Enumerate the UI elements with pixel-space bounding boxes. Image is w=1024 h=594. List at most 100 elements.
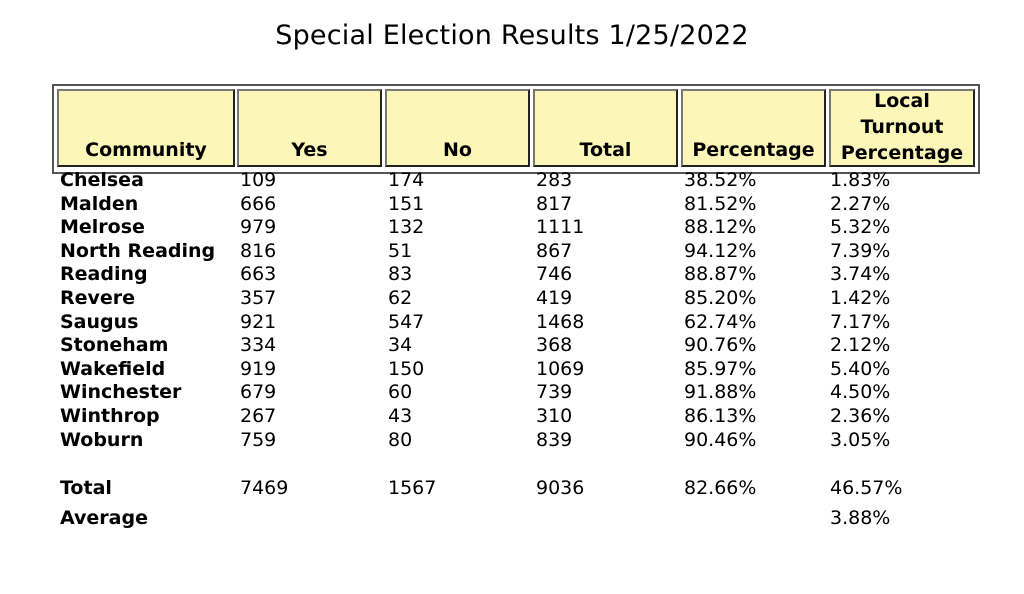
cell-total: 310 [536,405,573,427]
cell-yes: 109 [240,169,277,191]
page-title: Special Election Results 1/25/2022 [275,20,749,51]
cell-total: 867 [536,239,573,262]
totals-label: Total [60,477,112,499]
table-row: Wakefield 919 150 1069 85.97% 5.40% [52,357,980,381]
cell-total: 746 [536,263,573,286]
cell-total: 419 [536,287,573,309]
header-row: Community Yes No Total Percentage Local … [52,84,980,174]
cell-no: 132 [388,216,425,239]
cell-community: Malden [60,192,139,215]
cell-no: 34 [388,334,413,357]
cell-percentage: 90.46% [684,428,757,451]
cell-no: 151 [388,192,425,215]
cell-yes: 919 [240,357,277,380]
cell-community: North Reading [60,239,216,262]
average-turnout: 3.88% [830,507,891,529]
cell-community: Stoneham [60,334,169,357]
totals-no: 1567 [388,477,437,499]
table-row: Saugus 921 547 1468 62.74% 7.17% [52,310,980,334]
cell-percentage: 86.13% [684,405,757,427]
header-turnout-line1: Local [874,90,930,112]
cell-percentage: 94.12% [684,239,757,262]
cell-no: 83 [388,263,413,286]
cell-turnout: 2.36% [830,405,891,427]
cell-turnout: 3.74% [830,263,891,286]
table-row: Reading 663 83 746 88.87% 3.74% [52,262,980,286]
cell-turnout: 3.05% [830,428,891,451]
table-row: Winthrop 267 43 310 86.13% 2.36% [52,404,980,428]
cell-percentage: 88.12% [684,216,757,239]
header-community: Community [57,89,235,167]
header-yes: Yes [237,89,382,167]
header-percentage: Percentage [681,89,826,167]
cell-percentage: 62.74% [684,310,757,333]
totals-percentage: 82.66% [684,477,757,499]
cell-percentage: 85.97% [684,357,757,380]
table-row: Chelsea 109 174 283 38.52% 1.83% [52,168,980,192]
cell-community: Wakefield [60,357,166,380]
table-row: North Reading 816 51 867 94.12% 7.39% [52,239,980,263]
cell-total: 817 [536,192,573,215]
cell-no: 80 [388,428,413,451]
cell-percentage: 91.88% [684,381,757,404]
cell-yes: 921 [240,310,277,333]
table-row: Winchester 679 60 739 91.88% 4.50% [52,380,980,404]
cell-percentage: 81.52% [684,192,757,215]
cell-turnout: 5.40% [830,357,891,380]
totals-yes: 7469 [240,477,289,499]
cell-yes: 679 [240,381,277,404]
table-row: Woburn 759 80 839 90.46% 3.05% [52,428,980,452]
cell-no: 62 [388,287,413,309]
cell-total: 368 [536,334,573,357]
table-row: Revere 357 62 419 85.20% 1.42% [52,286,980,310]
cell-community: Winthrop [60,405,160,427]
cell-yes: 663 [240,263,277,286]
cell-percentage: 38.52% [684,169,757,191]
header-total: Total [533,89,678,167]
cell-turnout: 1.83% [830,169,891,191]
cell-yes: 357 [240,287,277,309]
cell-community: Reading [60,263,148,286]
header-turnout-line2: Turnout [860,116,944,138]
cell-total: 1468 [536,310,585,333]
cell-no: 174 [388,169,425,191]
cell-community: Winchester [60,381,182,404]
cell-turnout: 1.42% [830,287,891,309]
cell-yes: 334 [240,334,277,357]
cell-turnout: 7.17% [830,310,891,333]
cell-no: 547 [388,310,425,333]
header-turnout-line3: Percentage [840,142,964,164]
table-row: Stoneham 334 34 368 90.76% 2.12% [52,333,980,357]
cell-total: 1069 [536,357,585,380]
cell-no: 150 [388,357,425,380]
cell-no: 43 [388,405,413,427]
cell-total: 283 [536,169,573,191]
cell-no: 60 [388,381,413,404]
header-no: No [385,89,530,167]
cell-yes: 816 [240,239,277,262]
cell-percentage: 85.20% [684,287,757,309]
cell-yes: 759 [240,428,277,451]
average-label: Average [60,507,148,529]
cell-turnout: 4.50% [830,381,891,404]
cell-total: 839 [536,428,573,451]
cell-percentage: 90.76% [684,334,757,357]
header-turnout: Local Turnout Percentage [829,89,975,167]
cell-yes: 666 [240,192,277,215]
table-row: Malden 666 151 817 81.52% 2.27% [52,192,980,216]
totals-total: 9036 [536,477,585,499]
cell-turnout: 5.32% [830,216,891,239]
cell-turnout: 2.27% [830,192,891,215]
table-row: Melrose 979 132 1111 88.12% 5.32% [52,215,980,239]
cell-community: Chelsea [60,169,144,191]
totals-row: Total 7469 1567 9036 82.66% 46.57% [52,476,980,500]
cell-turnout: 7.39% [830,239,891,262]
average-row: Average 3.88% [52,506,980,530]
cell-turnout: 2.12% [830,334,891,357]
cell-percentage: 88.87% [684,263,757,286]
cell-total: 1111 [536,216,585,239]
cell-total: 739 [536,381,573,404]
totals-turnout: 46.57% [830,477,903,499]
cell-yes: 267 [240,405,277,427]
cell-no: 51 [388,239,413,262]
